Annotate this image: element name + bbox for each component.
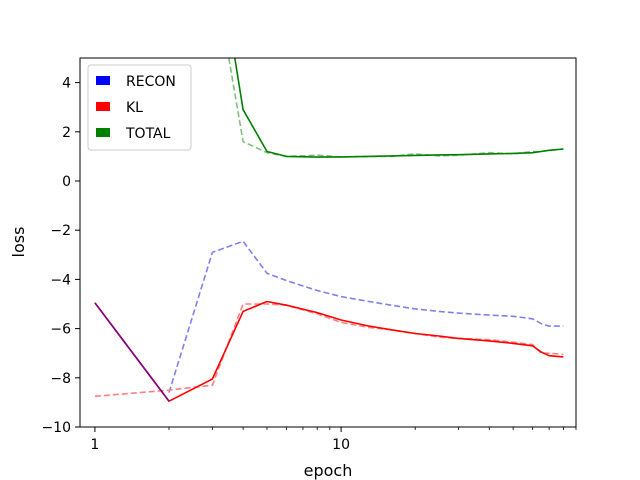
y-tick-label: 4: [62, 76, 71, 92]
y-tick-label: 2: [62, 125, 71, 141]
series-line-recon-solid: [94, 302, 170, 402]
x-tick-label: 10: [332, 437, 350, 453]
legend-box: [87, 64, 192, 151]
plot-frame: [79, 57, 577, 428]
series-layer: [94, 58, 564, 403]
legend-swatch-total: [96, 128, 110, 137]
y-tick-label: −2: [50, 223, 71, 239]
y-tick-label: −10: [41, 420, 71, 436]
y-axis: −10 −8 −6 −4 −2 0 2 4: [41, 76, 80, 436]
y-tick-label: −8: [50, 371, 71, 387]
y-axis-label: loss: [9, 227, 28, 258]
x-axis-label: epoch: [304, 461, 353, 480]
legend-label-recon: RECON: [126, 74, 176, 90]
x-axis: 1 10: [90, 427, 577, 453]
series-line-kl-solid: [94, 300, 564, 403]
legend: RECON KL TOTAL: [87, 64, 192, 151]
series-line-total-solid: [234, 58, 564, 158]
legend-label-total: TOTAL: [125, 126, 171, 142]
legend-label-kl: KL: [126, 100, 143, 116]
y-tick-label: −4: [50, 272, 71, 288]
x-tick-label: 1: [90, 437, 99, 453]
series-line-recon-dashed: [168, 240, 564, 393]
series-line-kl-dashed: [94, 303, 564, 398]
y-tick-label: −6: [50, 322, 71, 338]
y-tick-label: 0: [62, 174, 71, 190]
legend-swatch-kl: [96, 102, 110, 111]
series-line-total-dashed: [228, 58, 564, 158]
legend-swatch-recon: [96, 76, 110, 85]
